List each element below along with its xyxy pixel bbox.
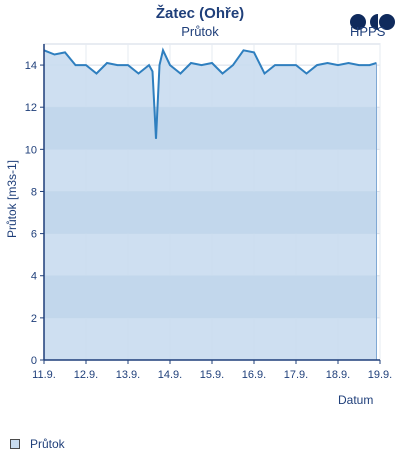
x-axis-label: Datum	[338, 393, 374, 407]
y-tick-label: 8	[31, 186, 37, 198]
y-tick-label: 12	[25, 102, 37, 114]
y-tick-label: 2	[31, 313, 37, 325]
x-tick-label: 16.9.	[242, 369, 266, 381]
y-tick-label: 14	[25, 60, 37, 72]
chart-subtitle: Průtok	[181, 24, 219, 39]
y-axis-label: Průtok [m3s-1]	[5, 159, 19, 239]
chart-title: Žatec (Ohře)	[155, 5, 245, 22]
logo-text: HPPS	[350, 24, 386, 39]
y-tick-label: 6	[31, 229, 37, 241]
area-band	[44, 107, 377, 150]
area-band	[44, 275, 377, 318]
y-tick-label: 0	[31, 355, 37, 367]
hpps-logo-icon	[350, 14, 395, 30]
x-tick-label: 14.9.	[158, 369, 182, 381]
legend-swatch	[10, 439, 20, 449]
x-tick-label: 17.9.	[284, 369, 308, 381]
x-tick-label: 18.9.	[326, 369, 350, 381]
y-tick-label: 4	[31, 271, 37, 283]
legend: Průtok	[10, 437, 65, 451]
x-tick-label: 12.9.	[74, 369, 98, 381]
x-tick-label: 11.9.	[32, 369, 56, 381]
x-tick-label: 19.9.	[368, 369, 392, 381]
legend-label: Průtok	[30, 437, 65, 451]
x-tick-label: 13.9.	[116, 369, 140, 381]
x-tick-label: 15.9.	[200, 369, 224, 381]
y-tick-label: 10	[25, 144, 37, 156]
series-line	[43, 47, 377, 139]
area-band	[44, 191, 377, 234]
